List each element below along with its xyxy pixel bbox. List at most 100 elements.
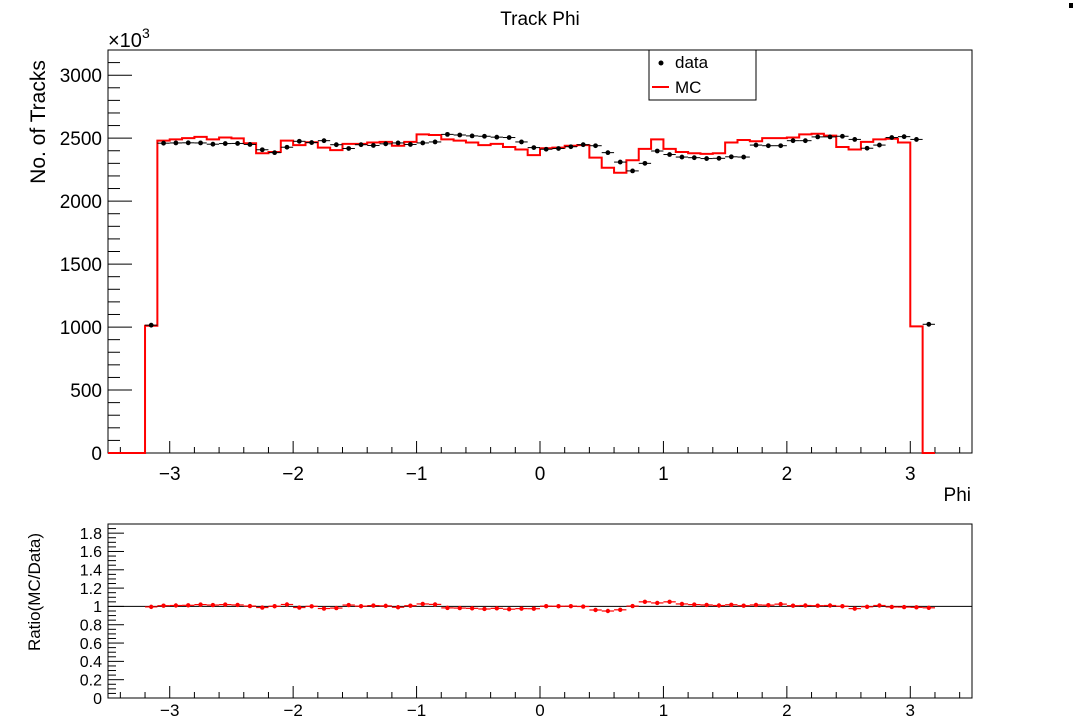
ratio-point xyxy=(679,601,685,607)
ratio-point xyxy=(395,605,401,610)
mc-histogram-line xyxy=(108,132,935,454)
ratio-point xyxy=(889,604,894,610)
ratio-point xyxy=(864,604,870,609)
ratio-point xyxy=(346,602,351,608)
x-tick-label: −2 xyxy=(283,701,302,720)
y-axis-label: No. of Tracks xyxy=(27,60,50,184)
data-point xyxy=(840,133,845,139)
data-point xyxy=(210,141,216,147)
ratio-point xyxy=(753,602,759,608)
ratio-point xyxy=(901,604,907,610)
x-tick-label: 2 xyxy=(782,464,793,485)
data-point xyxy=(235,141,241,146)
x-tick-label: −3 xyxy=(160,701,179,720)
ratio-point xyxy=(667,599,672,605)
data-point xyxy=(790,138,796,144)
ratio-point xyxy=(543,603,549,609)
main-y-axis: 0 500 1000 1500 2000 2500 3000 xyxy=(60,49,132,465)
ratio-point xyxy=(766,602,771,608)
ratio-point xyxy=(235,602,240,608)
ratio-point xyxy=(149,604,154,610)
y-tick-label: 1.8 xyxy=(80,526,102,543)
y-tick-label: 0 xyxy=(91,444,102,465)
ratio-point xyxy=(605,608,611,614)
data-point xyxy=(519,139,524,145)
ratio-x-axis: −3 −2 −1 0 1 2 3 xyxy=(119,686,961,720)
ratio-point xyxy=(914,605,919,610)
ratio-point xyxy=(223,602,228,607)
corner-marker xyxy=(1069,3,1073,8)
data-point xyxy=(704,156,710,161)
y-tick-label: 0.2 xyxy=(80,672,102,689)
ratio-y-axis: 0 0.20.40.6 0.811.21.4 1.61.8 xyxy=(80,523,124,708)
y-axis-multiplier-exponent: 3 xyxy=(142,25,150,41)
data-point xyxy=(827,134,833,140)
ratio-point xyxy=(618,607,623,613)
data-point xyxy=(531,145,537,151)
x-axis-label: Phi xyxy=(944,485,971,506)
x-tick-label: 3 xyxy=(906,701,915,720)
data-point xyxy=(617,159,623,165)
ratio-point xyxy=(161,603,166,608)
data-point xyxy=(457,132,463,138)
data-point xyxy=(765,143,771,149)
legend-data-marker xyxy=(658,60,664,66)
ratio-point xyxy=(716,603,722,608)
data-point xyxy=(222,141,228,146)
data-points xyxy=(145,131,935,328)
legend-box xyxy=(648,49,757,101)
data-point xyxy=(926,321,932,327)
ratio-point xyxy=(309,604,314,609)
data-point xyxy=(309,140,315,145)
ratio-point xyxy=(840,604,845,609)
ratio-point xyxy=(408,603,413,608)
ratio-point xyxy=(371,603,376,608)
ratio-point xyxy=(469,606,475,611)
data-point xyxy=(432,139,438,145)
data-point xyxy=(679,154,685,160)
y-tick-label: 1.6 xyxy=(80,544,102,561)
main-x-axis: −3 −2 −1 0 1 2 3 xyxy=(119,441,961,485)
ratio-point xyxy=(815,603,820,608)
x-tick-label: 1 xyxy=(658,464,669,485)
ratio-point xyxy=(260,605,265,610)
data-point xyxy=(185,140,191,146)
data-point xyxy=(852,137,858,142)
data-point xyxy=(469,133,475,139)
data-point xyxy=(296,138,302,144)
ratio-point xyxy=(593,607,598,613)
ratio-point xyxy=(506,606,512,612)
ratio-point xyxy=(778,601,783,607)
ratio-point xyxy=(581,604,586,609)
y-tick-label: 2500 xyxy=(60,129,102,150)
ratio-point xyxy=(494,606,499,611)
legend-item-data: data xyxy=(675,53,709,72)
data-point xyxy=(914,137,919,142)
x-tick-label: −1 xyxy=(406,464,428,485)
ratio-point xyxy=(445,605,450,611)
data-point xyxy=(667,152,672,157)
data-point xyxy=(568,144,574,150)
data-point xyxy=(593,143,598,149)
data-point xyxy=(815,134,821,140)
ratio-point xyxy=(852,606,857,611)
data-point xyxy=(778,143,784,149)
ratio-point xyxy=(186,603,191,608)
data-point xyxy=(864,145,870,151)
ratio-panel: −3 −2 −1 0 1 2 3 00.20.40.60.811.21.41.61.8 Ra… xyxy=(25,523,973,720)
y-tick-label: 1 xyxy=(93,599,102,616)
data-point xyxy=(161,140,166,146)
ratio-point xyxy=(210,602,216,608)
data-point xyxy=(543,146,549,152)
data-point xyxy=(420,140,426,146)
data-point xyxy=(580,142,586,148)
x-tick-label: 2 xyxy=(782,701,791,720)
data-point xyxy=(284,144,290,150)
data-point xyxy=(395,140,401,146)
ratio-point xyxy=(655,600,660,606)
ratio-point xyxy=(432,602,438,607)
x-tick-label: −2 xyxy=(282,464,304,485)
data-point xyxy=(148,322,154,328)
ratio-point xyxy=(173,603,179,608)
